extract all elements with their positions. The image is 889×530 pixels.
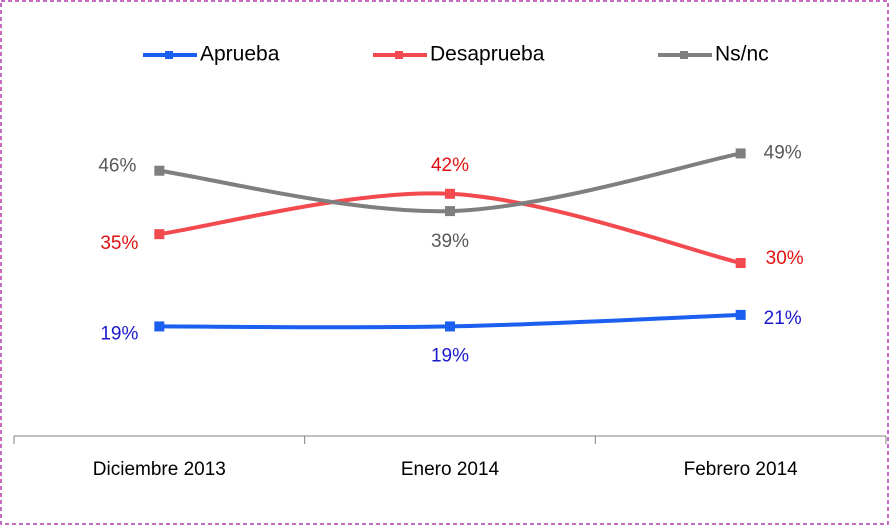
legend-marker [680, 51, 688, 59]
data-label: 35% [100, 233, 138, 254]
point-marker [735, 258, 746, 268]
point-marker [445, 206, 455, 217]
data-label: 42% [431, 155, 469, 176]
point-marker [735, 309, 746, 320]
legend-label: Desaprueba [430, 43, 545, 66]
legend-label: Ns/nc [715, 43, 769, 66]
data-label: 46% [98, 156, 136, 177]
data-label: 21% [764, 308, 802, 329]
point-marker [445, 321, 455, 332]
point-marker [445, 188, 455, 199]
data-label: 30% [766, 248, 804, 269]
legend-marker [395, 51, 403, 59]
point-marker [154, 165, 165, 176]
x-tick-label: Enero 2014 [401, 459, 500, 480]
point-marker [735, 148, 746, 159]
data-label: 49% [764, 142, 802, 163]
point-marker [154, 321, 165, 332]
legend-marker [165, 51, 173, 59]
data-label: 39% [431, 231, 469, 252]
legend-label: Aprueba [200, 43, 280, 66]
data-label: 19% [100, 323, 138, 344]
data-label: 19% [431, 345, 469, 366]
point-marker [154, 229, 165, 240]
series-line [159, 191, 742, 265]
x-tick-label: Diciembre 2013 [93, 459, 226, 480]
x-tick-label: Febrero 2014 [684, 459, 799, 480]
